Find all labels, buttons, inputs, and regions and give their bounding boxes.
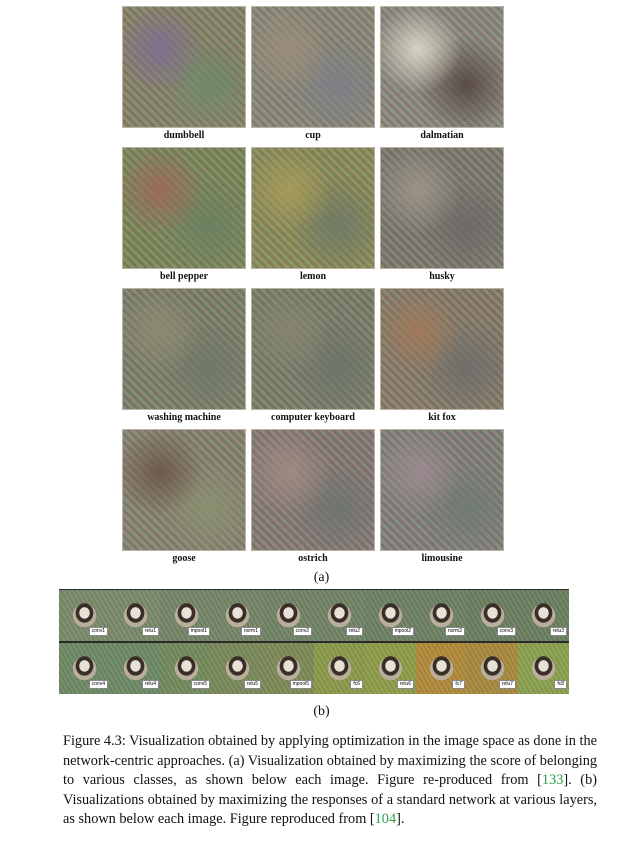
layer-tag: conv3 — [496, 627, 516, 636]
layer-tag: fc7 — [452, 680, 465, 689]
layer-frame: norm1 — [212, 590, 263, 641]
visualization-image — [251, 6, 375, 128]
layer-frame: relu2 — [314, 590, 365, 641]
caption-text-1: Figure 4.3: Visualization obtained by ap… — [63, 733, 597, 789]
citation-link-104[interactable]: 104 — [374, 811, 397, 828]
visualization-image — [380, 6, 504, 128]
layer-tag: mpool1 — [187, 627, 210, 636]
subfigure-b-label: (b) — [313, 704, 330, 719]
caption-text-3: ]. — [396, 811, 405, 828]
layer-tag: conv2 — [292, 627, 312, 636]
figure-caption: Figure 4.3: Visualization obtained by ap… — [63, 732, 597, 830]
grid-cell: bell pepper — [122, 147, 246, 282]
layer-frame: fc7 — [416, 643, 467, 694]
grid-cell: cup — [251, 6, 375, 141]
layer-tag: conv1 — [88, 627, 108, 636]
layer-tag: conv4 — [88, 680, 108, 689]
layer-tag: relu6 — [396, 680, 414, 689]
class-visualization-grid: dumbbell cup dalmatian bell pepper lemon husk… — [122, 6, 504, 564]
class-label: lemon — [299, 271, 327, 282]
layer-visualization-strip: conv1 relu1 mpool1 norm1 conv2 relu2 mpool2 nor… — [59, 589, 569, 694]
class-label: bell pepper — [159, 271, 209, 282]
layer-frame: relu3 — [518, 590, 569, 641]
layer-frame: mpool2 — [365, 590, 416, 641]
class-label: washing machine — [147, 412, 221, 423]
caption-text-2: ]. (b) Visualizations obtained by maximi… — [63, 772, 597, 828]
layer-tag: relu5 — [243, 680, 261, 689]
class-label: ostrich — [298, 553, 328, 564]
layer-tag: mpool2 — [391, 627, 414, 636]
grid-cell: husky — [380, 147, 504, 282]
layer-frame: conv3 — [467, 590, 518, 641]
visualization-image — [122, 288, 246, 410]
layer-frame: conv2 — [263, 590, 314, 641]
visualization-image — [380, 288, 504, 410]
layer-frame: conv4 — [59, 643, 110, 694]
class-label: computer keyboard — [271, 412, 355, 423]
grid-cell: kit fox — [380, 288, 504, 423]
layer-tag: relu4 — [141, 680, 159, 689]
grid-cell: limousine — [380, 429, 504, 564]
layer-tag: relu3 — [549, 627, 567, 636]
layer-tag: norm1 — [240, 627, 261, 636]
layer-frame: relu4 — [110, 643, 161, 694]
visualization-image — [122, 429, 246, 551]
visualization-image — [122, 6, 246, 128]
citation-link-133[interactable]: 133 — [541, 772, 564, 789]
class-label: kit fox — [428, 412, 456, 423]
grid-cell: goose — [122, 429, 246, 564]
grid-cell: washing machine — [122, 288, 246, 423]
layer-frame: relu5 — [212, 643, 263, 694]
class-label: dumbbell — [163, 130, 205, 141]
layer-tag: fc6 — [350, 680, 363, 689]
layer-frame: mpool5 — [263, 643, 314, 694]
layer-frame: norm2 — [416, 590, 467, 641]
layer-frame: fc8 — [518, 643, 569, 694]
layer-frame: relu1 — [110, 590, 161, 641]
layer-tag: relu2 — [345, 627, 363, 636]
subfigure-a-label: (a) — [313, 570, 330, 585]
class-label: cup — [305, 130, 321, 141]
layer-tag: relu7 — [498, 680, 516, 689]
grid-cell: computer keyboard — [251, 288, 375, 423]
visualization-image — [380, 429, 504, 551]
grid-cell: lemon — [251, 147, 375, 282]
layer-tag: relu1 — [141, 627, 159, 636]
layer-frame: relu7 — [467, 643, 518, 694]
grid-cell: dumbbell — [122, 6, 246, 141]
layer-frame: conv5 — [161, 643, 212, 694]
visualization-image — [122, 147, 246, 269]
visualization-image — [251, 429, 375, 551]
layer-tag: mpool5 — [289, 680, 312, 689]
class-label: husky — [429, 271, 455, 282]
layer-tag: fc8 — [554, 680, 567, 689]
layer-tag: conv5 — [190, 680, 210, 689]
grid-cell: dalmatian — [380, 6, 504, 141]
visualization-image — [251, 288, 375, 410]
visualization-image — [251, 147, 375, 269]
class-label: dalmatian — [420, 130, 464, 141]
visualization-image — [380, 147, 504, 269]
grid-cell: ostrich — [251, 429, 375, 564]
layer-frame: mpool1 — [161, 590, 212, 641]
layer-tag: norm2 — [444, 627, 465, 636]
layer-frame: fc6 — [314, 643, 365, 694]
class-label: goose — [172, 553, 196, 564]
layer-frame: conv1 — [59, 590, 110, 641]
class-label: limousine — [421, 553, 463, 564]
layer-frame: relu6 — [365, 643, 416, 694]
